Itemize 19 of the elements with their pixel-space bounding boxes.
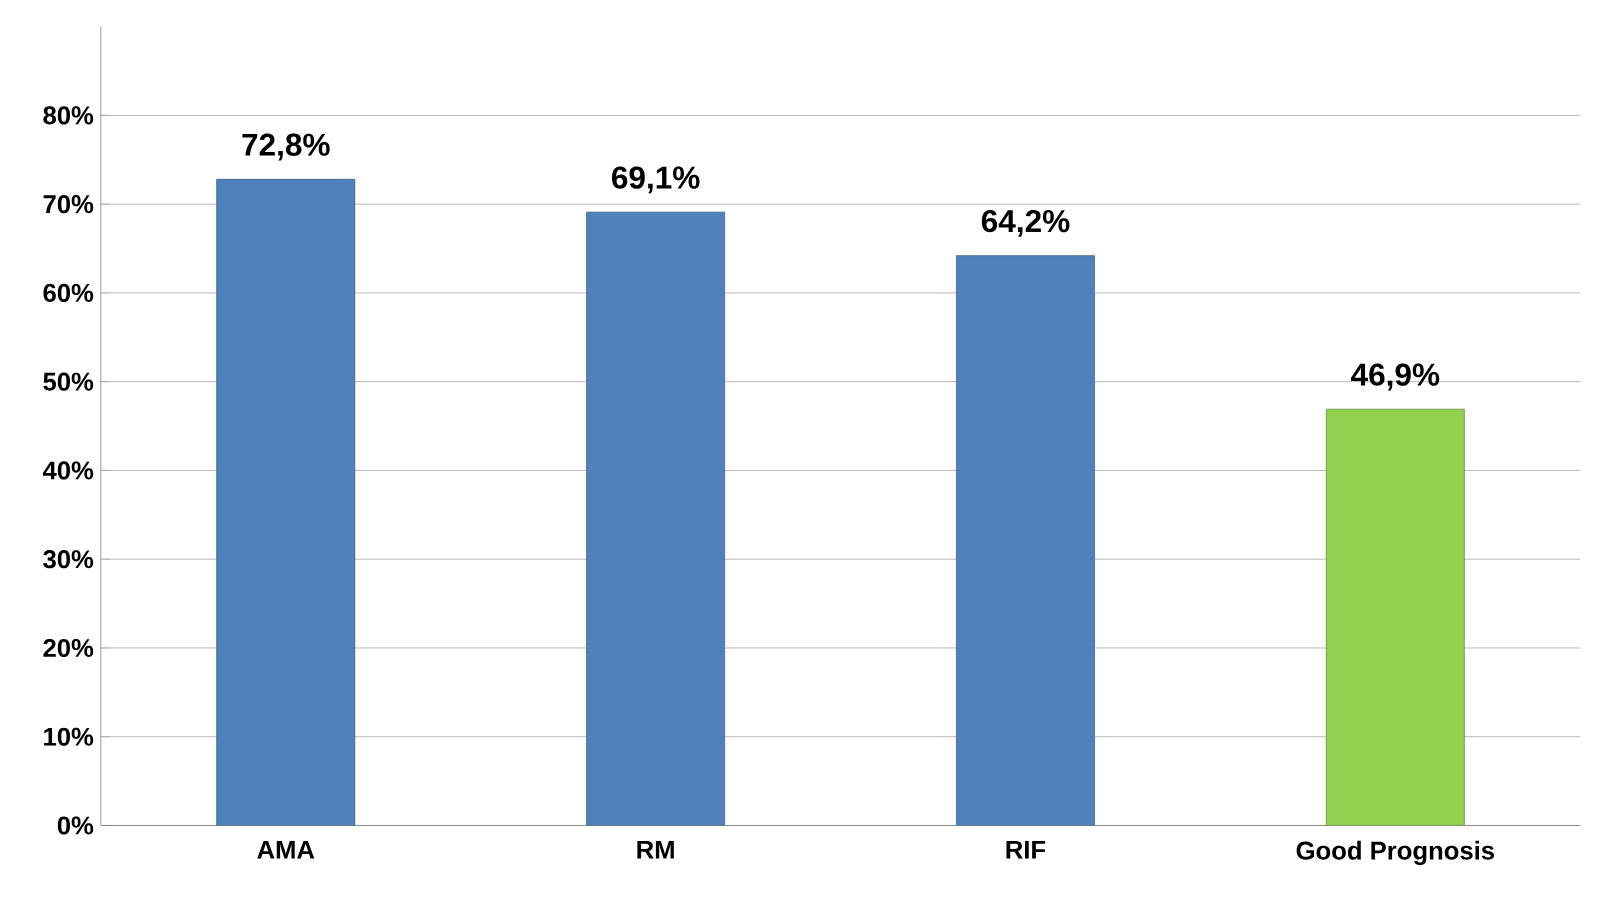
data-label: 46,9%	[1351, 363, 1440, 391]
x-tick-label: AMA	[257, 840, 315, 859]
y-tick-label: 10%	[44, 727, 94, 746]
y-tick-label: 20%	[43, 638, 94, 657]
y-tick-label: 60%	[43, 283, 94, 302]
y-tick-label: 40%	[42, 461, 94, 480]
y-tick-label: 50%	[43, 372, 94, 391]
x-tick-label: RM	[637, 840, 674, 859]
y-tick-label: 0%	[57, 816, 94, 835]
data-label: 69,1%	[612, 166, 700, 194]
bar	[1325, 408, 1465, 826]
y-tick-label: 30%	[43, 549, 94, 569]
bar	[216, 178, 356, 826]
data-label: 72,8%	[242, 133, 330, 161]
x-tick-label: RIF	[1006, 840, 1046, 859]
x-tick-label: Good Prognosis	[1296, 840, 1494, 865]
data-label: 64,2%	[981, 209, 1070, 237]
y-tick-label: 80%	[43, 106, 94, 125]
y-tick-label: 70%	[43, 194, 94, 213]
